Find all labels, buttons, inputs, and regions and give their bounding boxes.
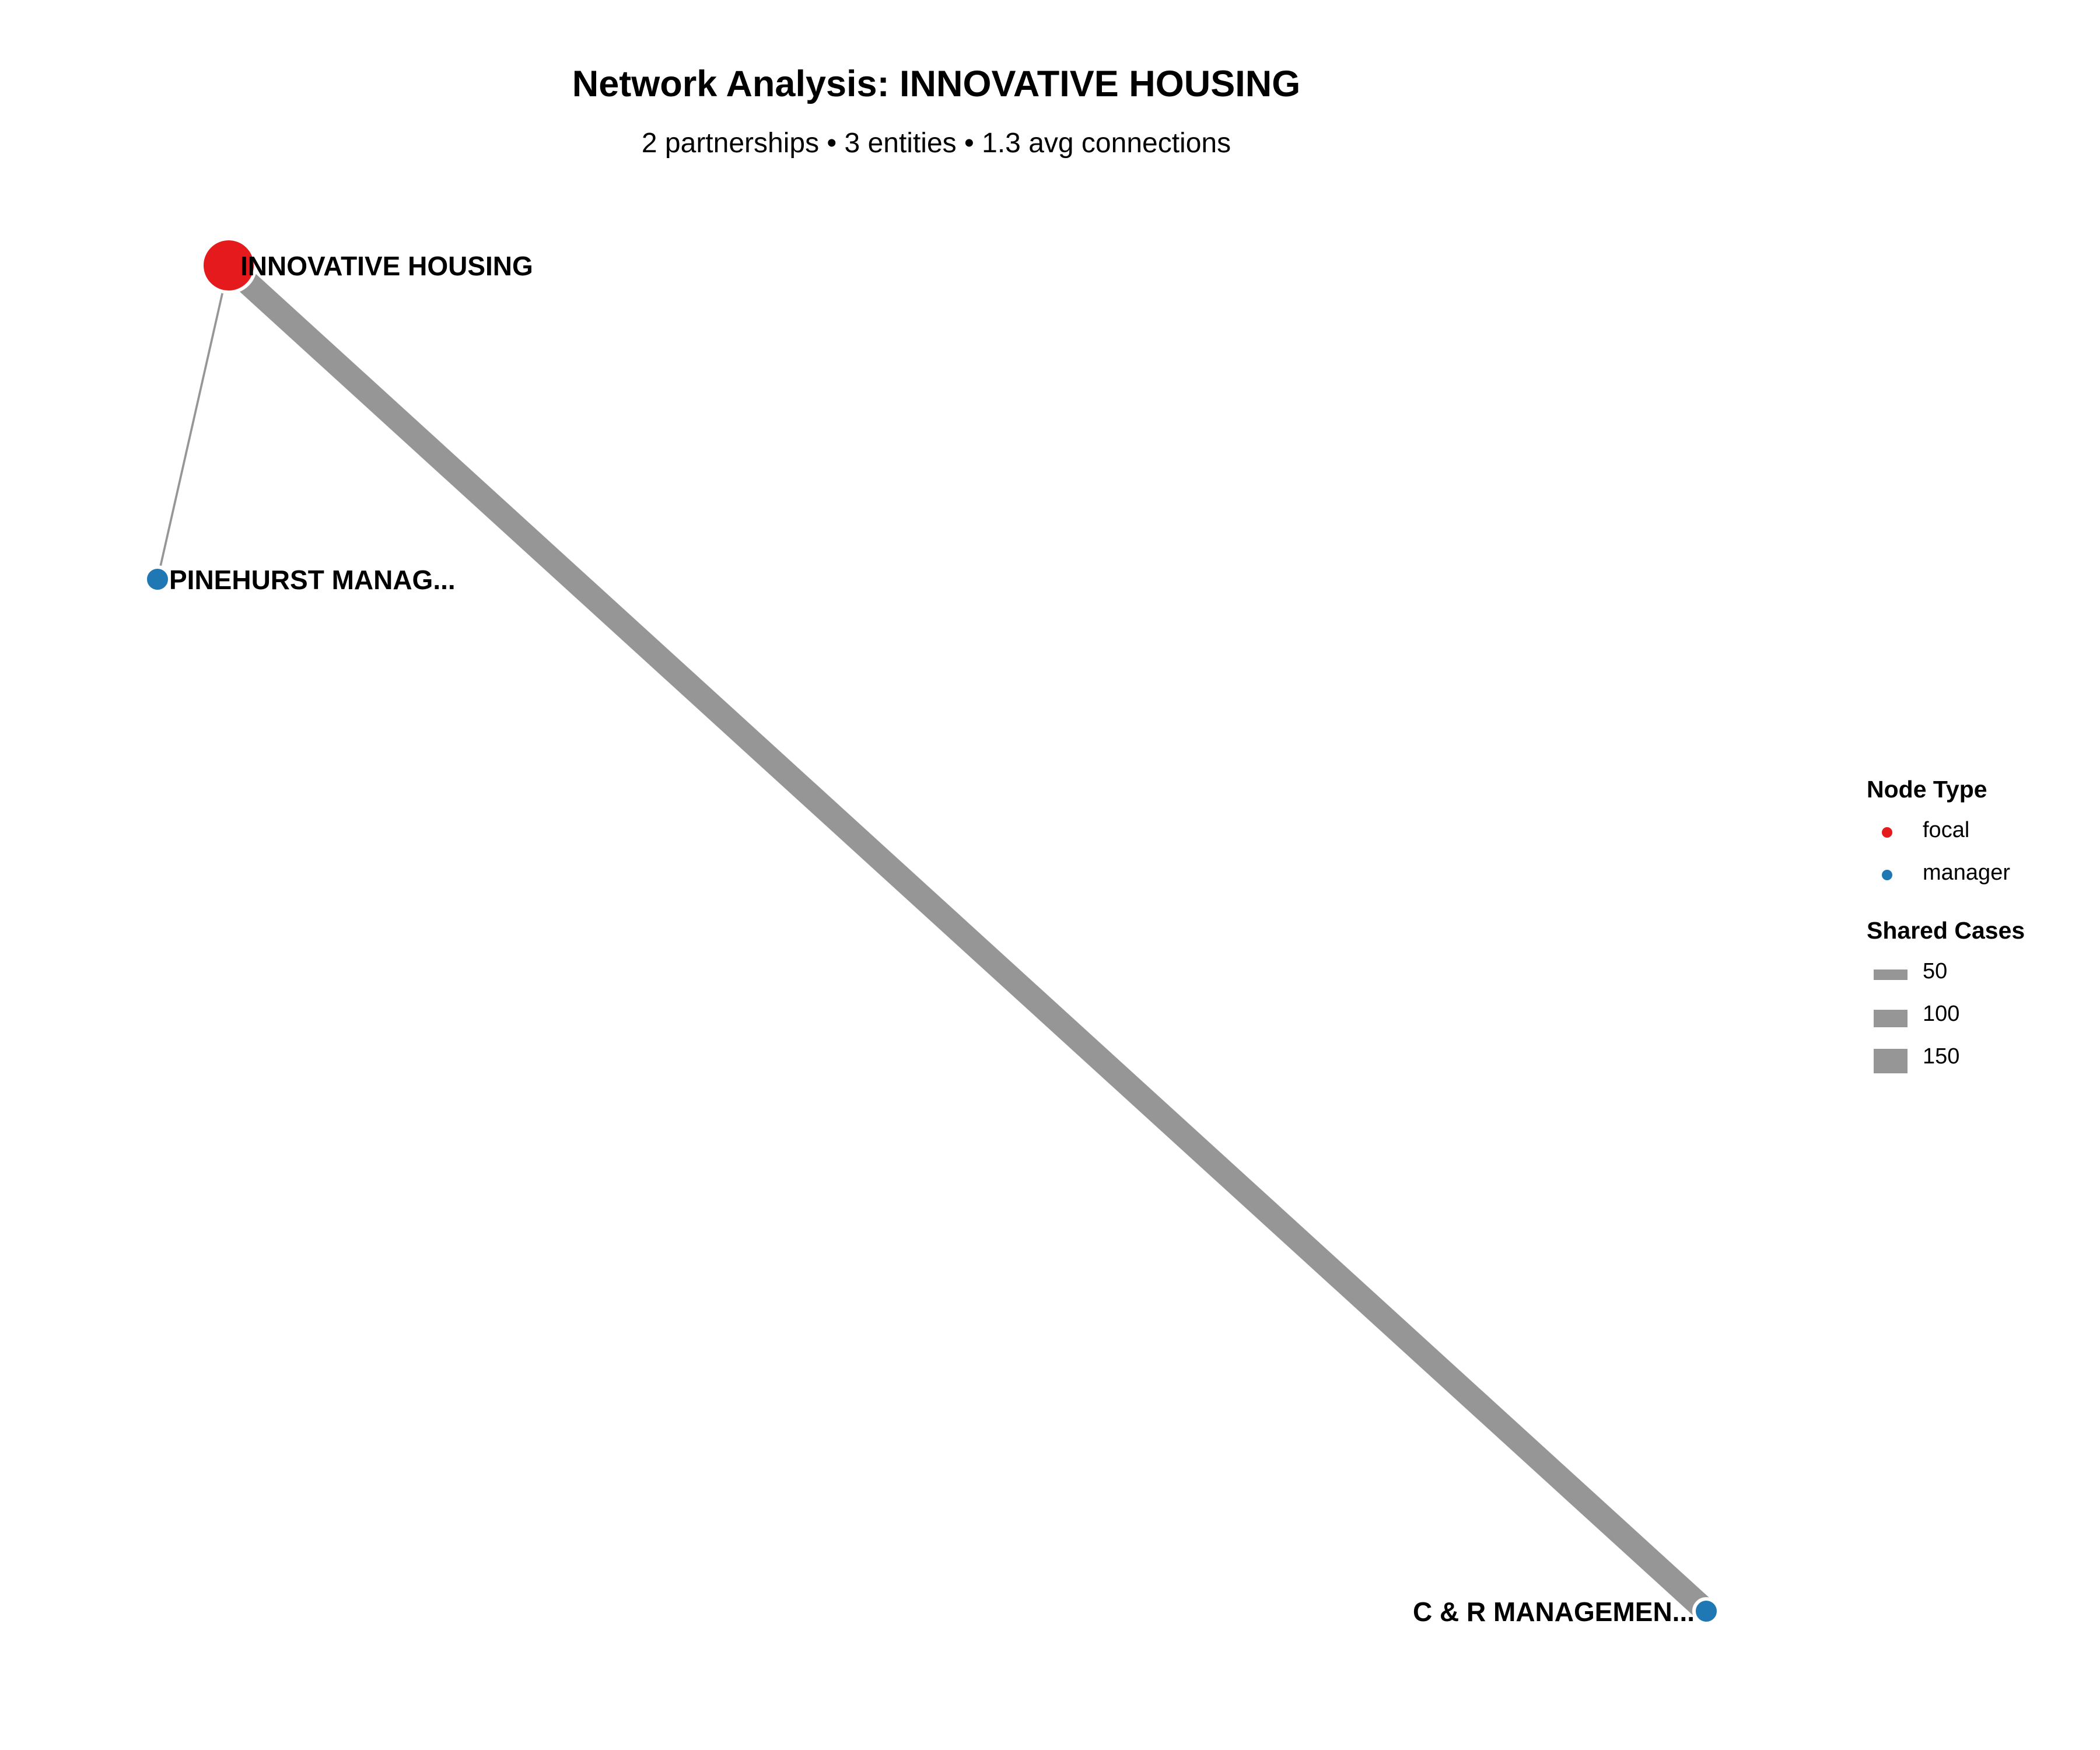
edge-innovative-cr <box>220 256 1714 1620</box>
node-label-pinehurst: PINEHURST MANAG... <box>169 565 456 595</box>
legend-item-50: 50 <box>1867 952 2088 995</box>
chart-subtitle: 2 partnerships • 3 entities • 1.3 avg co… <box>641 128 1231 159</box>
focal-dot-icon <box>1882 827 1892 838</box>
legend-node-type-title: Node Type <box>1867 776 1987 803</box>
legend-item-manager: manager <box>1867 853 2088 896</box>
node-cr[interactable] <box>1692 1597 1720 1625</box>
legend-label-focal: focal <box>1923 818 1970 842</box>
legend-item-100: 100 <box>1867 995 2088 1037</box>
node-label-innovative: INNOVATIVE HOUSING <box>240 251 533 281</box>
manager-dot-icon <box>1882 870 1892 880</box>
width-100-swatch-icon <box>1874 1010 1908 1027</box>
node-pinehurst[interactable] <box>144 565 172 593</box>
edge-innovative-pinehurst <box>156 265 230 580</box>
legend-item-focal: focal <box>1867 811 2088 853</box>
node-innovative[interactable] <box>200 237 257 294</box>
width-50-swatch-icon <box>1874 970 1908 980</box>
width-150-swatch-icon <box>1874 1049 1908 1073</box>
legend: Node Type focal manager Shared Cases 50 … <box>1867 776 2088 1080</box>
legend-label-manager: manager <box>1923 860 2010 885</box>
legend-shared-cases-title: Shared Cases <box>1867 917 2025 944</box>
legend-label-150: 150 <box>1923 1044 1960 1069</box>
legend-item-150: 150 <box>1867 1037 2088 1080</box>
chart-title: Network Analysis: INNOVATIVE HOUSING <box>572 64 1301 104</box>
legend-label-100: 100 <box>1923 1002 1960 1026</box>
legend-label-50: 50 <box>1923 959 1948 984</box>
node-label-cr: C & R MANAGEMEN... <box>1413 1597 1695 1627</box>
